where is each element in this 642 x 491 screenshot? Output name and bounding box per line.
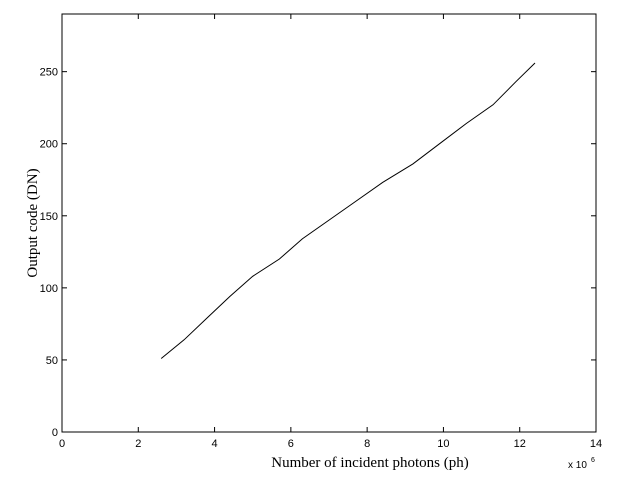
- x-tick-label: 2: [135, 438, 141, 450]
- y-tick-label: 0: [52, 427, 58, 439]
- axis-ticks: [61, 14, 597, 433]
- x-tick-label: 10: [437, 438, 449, 450]
- x-tick-label: 8: [364, 438, 370, 450]
- x-axis-title: Number of incident photons (ph): [271, 455, 468, 471]
- y-tick-label: 200: [40, 139, 58, 151]
- plot-frame: [61, 13, 597, 433]
- x-multiplier-label: x 10: [568, 460, 587, 471]
- series-line: [160, 62, 536, 359]
- x-tick-label: 6: [288, 438, 294, 450]
- x-tick-labels: 0 2 4 6 8 10 12 14: [59, 438, 602, 450]
- y-tick-label: 150: [40, 211, 58, 223]
- y-tick-label: 50: [46, 355, 58, 367]
- y-tick-label: 100: [40, 283, 58, 295]
- x-tick-label: 4: [212, 438, 218, 450]
- x-multiplier-exponent: 6: [591, 457, 595, 464]
- x-tick-label: 14: [590, 438, 602, 450]
- y-tick-label: 250: [40, 67, 58, 79]
- x-tick-label: 12: [514, 438, 526, 450]
- y-tick-labels: 0 50 100 150 200 250: [40, 67, 58, 439]
- x-tick-label: 0: [59, 438, 65, 450]
- y-axis-title: Output code (DN): [25, 168, 41, 277]
